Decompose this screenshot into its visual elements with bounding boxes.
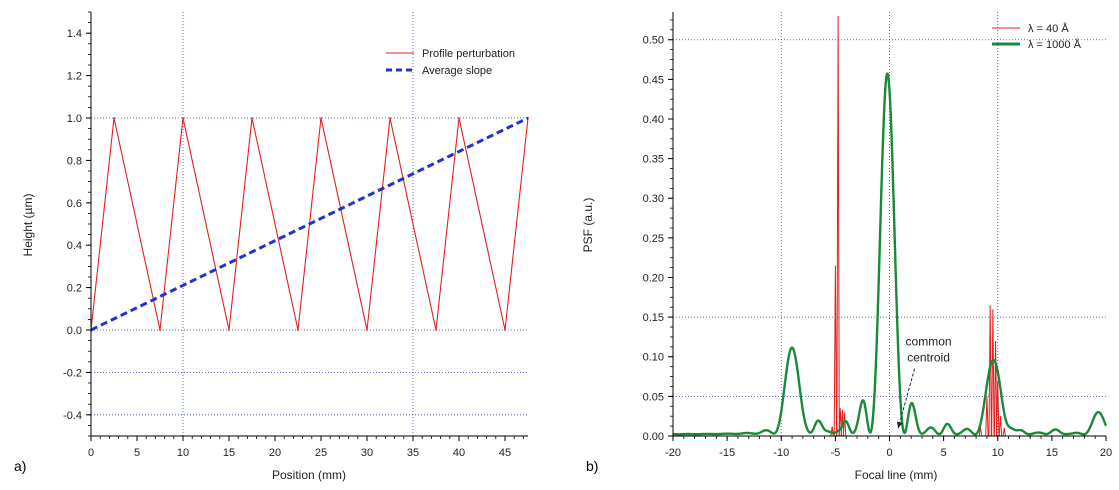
y-tick-label: 0.20 [643,272,664,284]
series-lambda-1000 [672,72,1108,436]
x-tick-label: 45 [499,447,511,459]
profile-vertex-point [389,117,391,119]
profile-vertex-point [435,329,437,331]
y-tick-label: 0.40 [643,114,664,126]
panel-b-grid [673,12,1106,436]
profile-vertex-point [458,117,460,119]
x-tick-label: 20 [1100,447,1112,459]
x-tick-label: 15 [1046,447,1058,459]
panel-a-series [90,116,529,332]
panel-a-chart: 0 5 10 15 20 25 30 35 40 45 -0.4 -0.2 0.0 0.2 0.4 0.6 0.… [14,11,529,482]
y-tick-label: -0.4 [63,410,82,422]
y-tick-label: 0.00 [643,431,664,443]
panel-b-x-axis-label: Focal line (mm) [855,468,938,482]
x-tick-label: -15 [719,447,735,459]
y-tick-label: 0.50 [643,35,664,47]
series-lambda-40-spike [996,380,1000,437]
profile-vertex-point [320,117,322,119]
panel-a-grid [91,12,528,436]
legend-label-profile-perturbation: Profile perturbation [422,48,515,60]
panel-b-legend: λ = 40 Å λ = 1000 Å [992,22,1082,51]
x-tick-label: 40 [453,447,465,459]
x-tick-label: 0 [88,447,94,459]
annotation-arrow [897,368,916,429]
series-lambda-40-spike [993,340,998,437]
y-tick-label: 0.25 [643,233,664,245]
panel-b-y-axis-label: PSF (a.u.) [581,198,595,253]
x-tick-label: 0 [886,447,892,459]
x-tick-label: 5 [134,447,140,459]
y-tick-label: 0.6 [67,198,82,210]
y-tick-label: 0.30 [643,193,664,205]
x-tick-label: -5 [830,447,840,459]
panel-a-label: a) [14,458,26,474]
x-tick-label: 35 [407,447,419,459]
y-tick-label: 0.0 [67,325,82,337]
y-tick-label: 0.2 [67,283,82,295]
series-lambda-40-spike [836,15,840,437]
y-tick-label: 0.15 [643,312,664,324]
y-tick-label: 1.2 [67,71,82,83]
annotation-text-line-1: common [906,335,952,349]
annotation-text-line-2: centroid [907,351,950,365]
panel-a-ticks: 0 5 10 15 20 25 30 35 40 45 -0.4 -0.2 0.0 0.2 0.4 0.6 0.… [63,11,524,459]
legend-label-lambda-1000: λ = 1000 Å [1028,38,1082,51]
panel-b-ticks: -20 -15 -10 -5 0 5 10 15 20 0.00 0.05 0.10 0.15 0.20 0… [643,19,1112,459]
profile-vertex-point [504,329,506,331]
legend-label-average-slope: Average slope [422,65,492,77]
x-tick-label: 5 [941,447,947,459]
profile-vertex-point [251,117,253,119]
panel-b-label: b) [586,458,598,474]
series-lambda-40-spike [988,305,992,437]
series-lambda-40-spike [985,396,989,437]
series-average-slope [90,116,529,332]
x-tick-label: -20 [665,447,681,459]
legend-label-lambda-40: λ = 40 Å [1028,22,1069,35]
panel-b-annotation: common centroid [896,335,952,429]
x-tick-label: 20 [269,447,281,459]
profile-vertex-point [366,329,368,331]
panel-a-legend: Profile perturbation Average slope [386,48,515,77]
annotation-arrowhead [896,421,903,429]
series-lambda-40-spike [842,412,847,437]
series-lambda-40-spike [998,416,1003,437]
y-tick-label: 0.10 [643,352,664,364]
y-tick-label: 0.4 [67,240,82,252]
x-tick-label: 25 [315,447,327,459]
profile-vertex-point [113,117,115,119]
y-tick-label: 1.4 [67,28,82,40]
profile-vertex-point [297,329,299,331]
x-tick-label: 30 [361,447,373,459]
y-tick-label: 0.05 [643,391,664,403]
y-tick-label: -0.2 [63,367,82,379]
series-lambda-40-spike [1002,427,1006,437]
x-tick-label: 10 [177,447,189,459]
profile-vertex-point [182,117,184,119]
y-tick-label: 0.35 [643,154,664,166]
series-lambda-40-spike [833,265,838,437]
x-tick-label: 10 [992,447,1004,459]
y-tick-label: 0.8 [67,155,82,167]
y-tick-label: 1.0 [67,113,82,125]
y-tick-label: 0.45 [643,74,664,86]
panel-a-y-axis-label: Height (µm) [21,194,35,257]
x-tick-label: -10 [773,447,789,459]
series-lambda-40-spike [991,309,995,437]
x-tick-label: 15 [223,447,235,459]
profile-vertex-point [228,329,230,331]
panel-a-x-axis-label: Position (mm) [272,468,346,482]
profile-vertex-point [159,329,161,331]
panel-b-chart: -20 -15 -10 -5 0 5 10 15 20 0.00 0.05 0.10 0.15 0.20 0… [581,12,1112,482]
